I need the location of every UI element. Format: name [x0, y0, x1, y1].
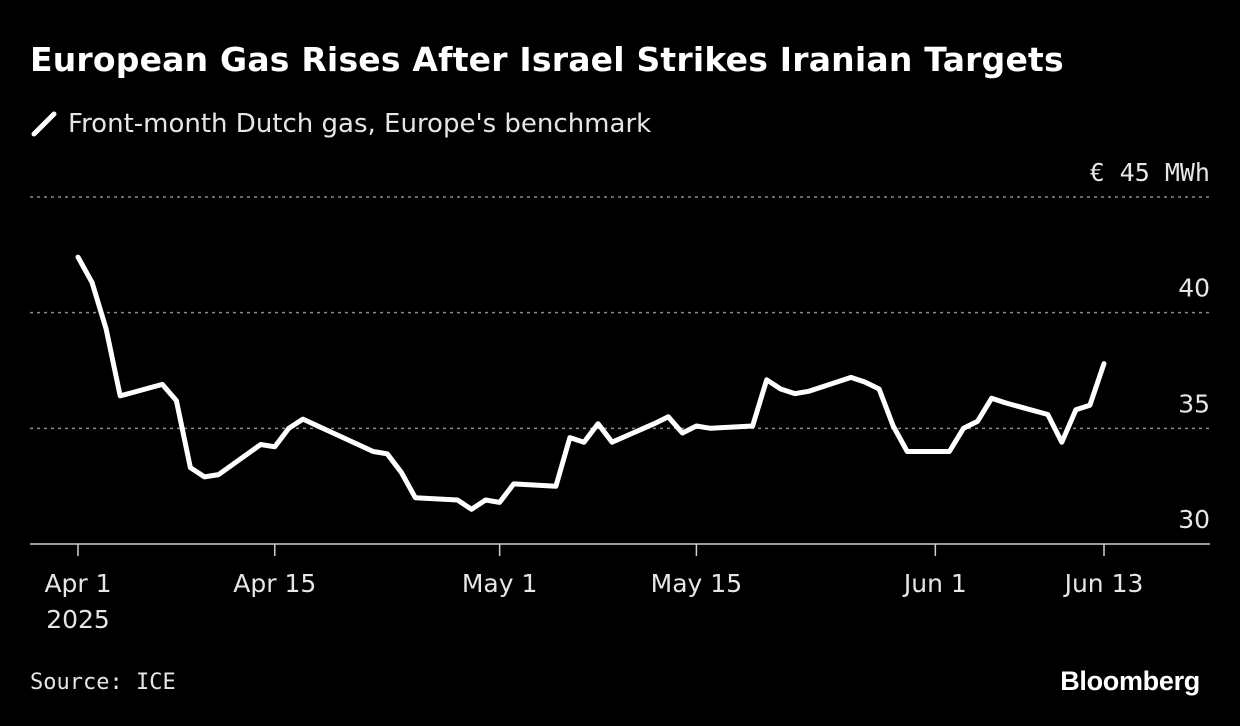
legend-label: Front-month Dutch gas, Europe's benchmar…: [68, 109, 652, 139]
x-tick-label: Jun 1: [902, 569, 967, 598]
y-tick-label: 30: [1178, 505, 1210, 534]
x-tick-label: May 1: [462, 569, 538, 598]
legend-line-icon: [31, 111, 57, 137]
series-line: [75, 254, 1107, 512]
x-tick-label: Apr 1: [44, 569, 111, 598]
bloomberg-logo: Bloomberg: [1060, 666, 1200, 696]
legend: Front-month Dutch gas, Europe's benchmar…: [30, 106, 651, 142]
y-tick-label: 40: [1178, 274, 1210, 303]
x-tick-label: May 15: [651, 569, 742, 598]
y-axis-unit-label: € 45 MWh: [1090, 158, 1210, 187]
chart-title: European Gas Rises After Israel Strikes …: [30, 40, 1064, 79]
x-tick-label: Jun 13: [1063, 569, 1144, 598]
x-tick-sublabel: 2025: [46, 605, 110, 634]
source-note: Source: ICE: [30, 670, 176, 695]
y-tick-label: 35: [1178, 389, 1210, 418]
x-tick-label: Apr 15: [233, 569, 316, 598]
